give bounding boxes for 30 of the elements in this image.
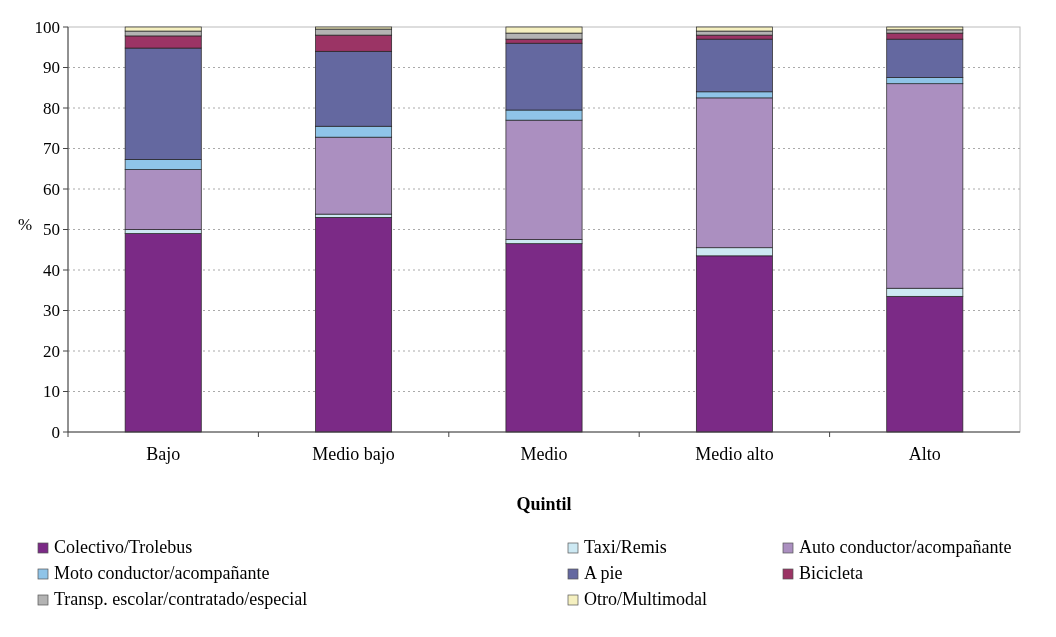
legend-label: Bicicleta — [799, 563, 863, 583]
y-tick-label: 100 — [34, 17, 60, 37]
y-tick-label: 90 — [43, 58, 60, 78]
legend-label: A pie — [584, 563, 623, 583]
y-tick-label: 0 — [51, 422, 60, 442]
y-tick-label: 10 — [43, 382, 60, 402]
x-tick-label: Medio — [520, 444, 568, 464]
bar — [505, 243, 583, 433]
x-tick-label: Bajo — [146, 444, 181, 464]
legend-label: Colectivo/Trolebus — [54, 537, 193, 557]
bar — [124, 233, 202, 433]
y-tick-label: 50 — [43, 220, 60, 240]
y-tick-label: 20 — [43, 341, 60, 361]
x-tick-label: Alto — [908, 444, 941, 464]
legend-label: Otro/Multimodal — [584, 589, 707, 609]
y-tick-label: 40 — [43, 260, 60, 280]
y-tick-label: 80 — [43, 98, 60, 118]
bar — [695, 26, 773, 32]
y-axis-title: % — [18, 214, 33, 234]
legend-label: Taxi/Remis — [584, 537, 667, 557]
x-axis-title: Quintil — [516, 494, 572, 514]
legend-label: Auto conductor/acompañante — [799, 537, 1012, 557]
y-tick-label: 30 — [43, 301, 60, 321]
x-tick-label: Medio bajo — [312, 444, 395, 464]
legend-label: Moto conductor/acompañante — [54, 563, 270, 583]
y-tick-label: 60 — [43, 179, 60, 199]
y-tick-label: 70 — [43, 139, 60, 159]
x-tick-label: Medio alto — [695, 444, 774, 464]
bar — [315, 217, 393, 433]
legend-label: Transp. escolar/contratado/especial — [54, 589, 308, 609]
